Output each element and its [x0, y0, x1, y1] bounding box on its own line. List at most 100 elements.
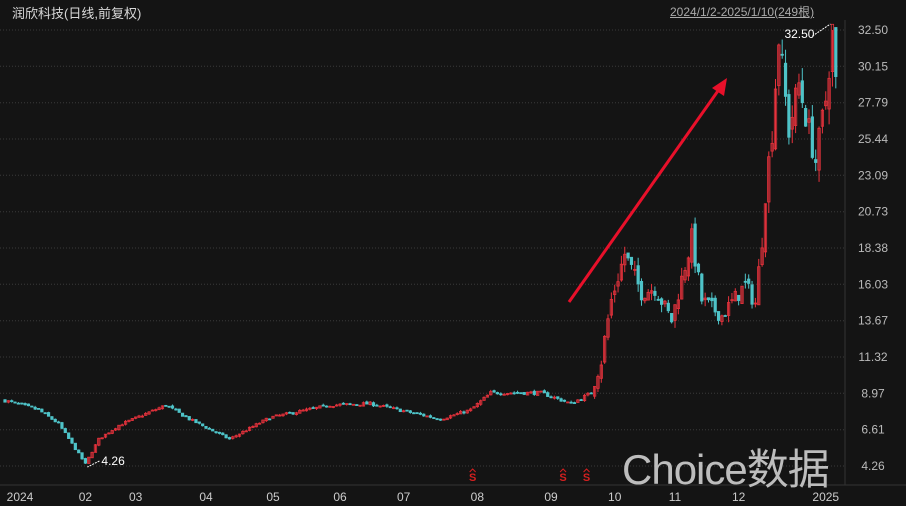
candle-body [606, 318, 610, 338]
candle-body [700, 273, 704, 302]
candle-body [261, 419, 265, 424]
candle-body [368, 401, 372, 406]
y-tick-label: 16.03 [858, 277, 888, 291]
candle-body [532, 390, 536, 395]
candle-body [324, 405, 329, 408]
candle-body [455, 413, 459, 415]
candle-body [495, 392, 500, 395]
candle-body [13, 401, 17, 404]
candle-body [559, 398, 563, 402]
candle-body [599, 364, 603, 379]
candle-body [301, 409, 305, 412]
candle-body [93, 444, 98, 453]
candle-body [70, 437, 74, 444]
candle-body [499, 393, 503, 396]
candle-body [469, 408, 473, 412]
candle-body [375, 404, 379, 407]
candle-body [472, 406, 476, 409]
candle-body [140, 415, 144, 418]
candle-body [274, 414, 278, 417]
candle-body [398, 408, 402, 413]
candle-body [686, 257, 691, 277]
candle-body [97, 437, 101, 446]
candle-body [435, 418, 439, 421]
candle-body [589, 392, 593, 395]
candle-body [100, 437, 104, 440]
candle-body [636, 265, 640, 285]
candle-body [593, 386, 597, 397]
candle-body [351, 403, 356, 406]
candle-body [546, 392, 550, 397]
candle-body [150, 409, 154, 412]
candle-body [385, 404, 389, 407]
high-label: 32.50 [784, 27, 814, 41]
candle-body [663, 300, 667, 305]
trend-arrow-line [567, 87, 722, 303]
y-tick-label: 23.09 [858, 168, 888, 182]
candle-body [787, 94, 791, 138]
candle-body [485, 394, 490, 398]
y-tick-label: 4.26 [861, 459, 885, 473]
watermark: Choice数据 [622, 446, 830, 493]
candle-body [753, 302, 758, 305]
candle-body [639, 280, 644, 301]
candle-body [482, 396, 486, 401]
candle-body [452, 414, 456, 417]
candle-body [519, 392, 523, 395]
candle-body [73, 442, 77, 451]
candle-body [177, 408, 181, 413]
candle-body [381, 405, 386, 407]
candle-body [338, 403, 342, 406]
candle-body [6, 400, 10, 403]
signal-marker-s: S [559, 472, 566, 484]
candle-body [264, 417, 268, 422]
candle-body [539, 390, 543, 393]
candle-body [502, 393, 506, 396]
candle-body [231, 436, 235, 439]
candle-body [780, 53, 784, 56]
candle-body [170, 405, 175, 409]
candle-body [810, 116, 814, 158]
candle-body [737, 294, 741, 301]
x-tick-label: 12 [732, 490, 746, 504]
x-tick-label: 04 [199, 490, 213, 504]
y-tick-label: 11.32 [858, 350, 887, 364]
candle-body [281, 413, 285, 417]
signal-marker-caret [469, 468, 477, 473]
candle-body [311, 407, 315, 409]
candle-body [579, 399, 583, 402]
candle-body [777, 44, 781, 87]
candle-body [713, 297, 717, 313]
candle-body [157, 407, 161, 411]
candle-body [50, 416, 54, 420]
candle-body [204, 425, 208, 429]
x-tick-label: 09 [544, 490, 558, 504]
signal-marker-caret [559, 468, 567, 473]
candle-body [643, 297, 647, 302]
candle-body [113, 428, 118, 431]
candle-body [720, 315, 724, 322]
x-tick-label: 08 [471, 490, 485, 504]
candle-body [251, 426, 255, 428]
candle-body [448, 415, 453, 419]
candle-body [308, 407, 312, 410]
candle-body [609, 298, 613, 316]
signal-marker-s: S [583, 472, 590, 484]
candle-body [623, 253, 627, 266]
candle-body [412, 412, 416, 415]
candle-body [649, 290, 654, 294]
candle-body [53, 418, 57, 423]
candle-body [515, 391, 520, 394]
candle-body [613, 290, 617, 295]
candle-body [271, 415, 275, 419]
x-tick-label: 02 [79, 490, 93, 504]
date-range-link[interactable]: 2024/1/2-2025/1/10(249根) [670, 5, 815, 19]
candle-body [57, 421, 61, 424]
candle-body [626, 252, 630, 259]
candle-body [475, 402, 479, 408]
y-tick-label: 13.67 [858, 314, 888, 328]
candle-body [46, 412, 51, 417]
candle-body [542, 390, 546, 394]
candle-body [428, 415, 433, 418]
